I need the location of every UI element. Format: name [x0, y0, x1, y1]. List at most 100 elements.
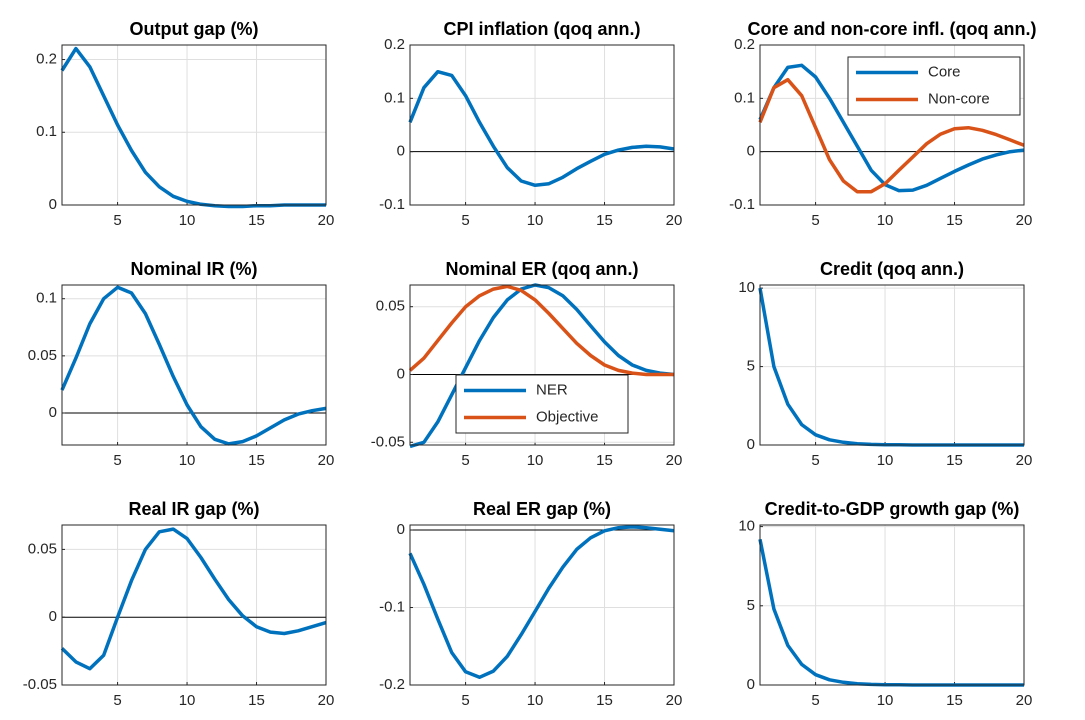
x-tick-label: 15 [946, 692, 963, 709]
data-line [408, 69, 675, 188]
plot-area [62, 525, 326, 685]
y-tick-label: 10 [738, 279, 755, 296]
x-tick-label: 15 [596, 452, 613, 469]
y-tick-label: -0.1 [379, 196, 405, 213]
axes-box [61, 44, 327, 206]
axes-box [409, 284, 675, 446]
data-line [60, 285, 327, 446]
data-line [408, 284, 674, 377]
x-tick-label: 10 [877, 692, 894, 709]
x-tick-label: 20 [1016, 212, 1033, 229]
y-tick-label: 0.05 [28, 347, 57, 364]
x-tick-label: 20 [318, 212, 335, 229]
x-tick-label: 10 [179, 692, 196, 709]
x-tick-label: 10 [527, 212, 544, 229]
y-tick-label: 0.1 [36, 290, 57, 307]
axes-box [759, 284, 1025, 446]
panel-title: Real IR gap (%) [128, 499, 259, 519]
y-tick-label: 0.05 [376, 298, 405, 315]
y-tick-label: 0 [49, 608, 57, 625]
data-line [408, 525, 675, 680]
y-tick-label: 0 [747, 436, 755, 453]
panel-title: Credit-to-GDP growth gap (%) [765, 499, 1020, 519]
axes-box [759, 524, 1025, 686]
x-tick-label: 5 [811, 692, 819, 709]
y-tick-label: 0.2 [384, 36, 405, 53]
x-tick-label: 20 [666, 212, 683, 229]
x-tick-label: 15 [248, 212, 265, 229]
y-tick-label: 0.1 [36, 123, 57, 140]
plot-area [62, 45, 326, 205]
y-tick-label: 5 [747, 597, 755, 614]
panel-title: Output gap (%) [130, 19, 259, 39]
x-tick-label: 15 [946, 212, 963, 229]
y-tick-label: 0.2 [734, 36, 755, 53]
x-tick-label: 5 [811, 212, 819, 229]
y-tick-label: 0 [49, 196, 57, 213]
plot-area [760, 285, 1024, 445]
x-tick-label: 20 [318, 452, 335, 469]
data-line [60, 527, 327, 671]
panel-title: Nominal IR (%) [130, 259, 257, 279]
x-tick-label: 15 [596, 212, 613, 229]
panel-title: Core and non-core infl. (qoq ann.) [748, 19, 1037, 39]
data-line [758, 63, 1025, 193]
y-tick-label: 0 [397, 143, 405, 160]
axes-box [61, 524, 327, 686]
x-tick-label: 10 [877, 452, 894, 469]
y-tick-label: 0.1 [384, 89, 405, 106]
x-tick-label: 20 [666, 452, 683, 469]
y-tick-label: -0.1 [729, 196, 755, 213]
x-tick-label: 5 [811, 452, 819, 469]
y-tick-label: -0.1 [379, 598, 405, 615]
panel-title: Real ER gap (%) [473, 499, 611, 519]
legend-label: Core [928, 63, 961, 80]
x-tick-label: 5 [461, 692, 469, 709]
y-tick-label: 0 [49, 404, 57, 421]
axes-box [409, 524, 675, 686]
legend-box [455, 374, 629, 434]
x-tick-label: 5 [461, 452, 469, 469]
y-tick-label: 0 [397, 365, 405, 382]
x-tick-label: 5 [113, 212, 121, 229]
panel-title: Nominal ER (qoq ann.) [446, 259, 639, 279]
x-tick-label: 20 [1016, 692, 1033, 709]
y-tick-label: 5 [747, 358, 755, 375]
y-tick-label: 0 [747, 676, 755, 693]
y-tick-label: -0.05 [371, 433, 405, 450]
x-tick-label: 10 [877, 212, 894, 229]
x-tick-label: 10 [179, 452, 196, 469]
x-tick-label: 5 [113, 692, 121, 709]
x-tick-label: 5 [113, 452, 121, 469]
plot-area [410, 525, 674, 685]
plot-area [62, 285, 326, 445]
y-tick-label: 0.05 [28, 540, 57, 557]
axes-box [759, 44, 1025, 206]
panel-title: Credit (qoq ann.) [820, 259, 964, 279]
legend-label: Objective [536, 408, 599, 425]
plot-area [760, 525, 1024, 685]
legend-label: NER [536, 381, 568, 398]
y-tick-label: 0.2 [36, 51, 57, 68]
x-tick-label: 5 [461, 212, 469, 229]
x-tick-label: 15 [248, 692, 265, 709]
legend-box [847, 56, 1021, 116]
y-tick-label: 10 [738, 518, 755, 535]
x-tick-label: 15 [248, 452, 265, 469]
legend-label: Non-core [928, 90, 990, 107]
y-tick-label: -0.05 [23, 676, 57, 693]
plot-area [410, 45, 674, 205]
axes-box [409, 44, 675, 206]
x-tick-label: 10 [527, 452, 544, 469]
y-tick-label: 0.1 [734, 89, 755, 106]
data-line [409, 283, 675, 449]
x-tick-label: 20 [666, 692, 683, 709]
x-tick-label: 20 [318, 692, 335, 709]
y-tick-label: -0.2 [379, 676, 405, 693]
axes-box [61, 284, 327, 446]
x-tick-label: 10 [527, 692, 544, 709]
x-tick-label: 15 [946, 452, 963, 469]
y-tick-label: 0 [747, 143, 755, 160]
panel-title: CPI inflation (qoq ann.) [444, 19, 641, 39]
